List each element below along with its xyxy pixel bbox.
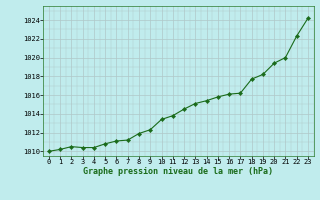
X-axis label: Graphe pression niveau de la mer (hPa): Graphe pression niveau de la mer (hPa): [84, 167, 273, 176]
